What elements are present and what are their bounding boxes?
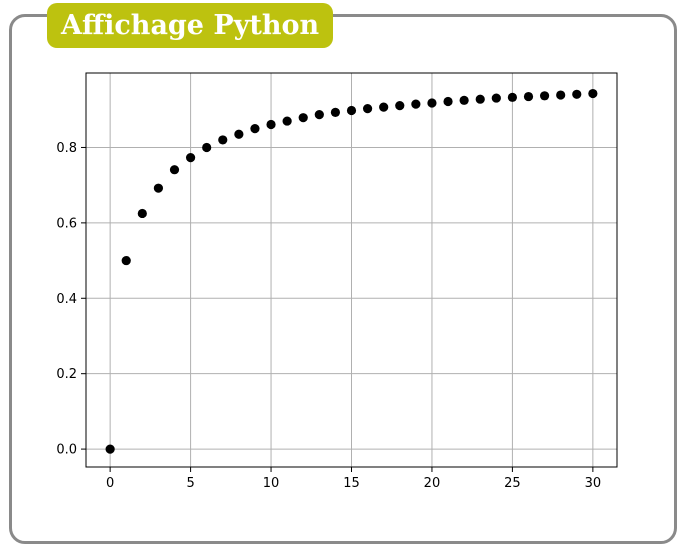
x-tick-label: 0 (106, 476, 114, 491)
x-tick-label: 10 (263, 476, 280, 491)
data-point (539, 91, 550, 101)
data-point (491, 93, 501, 103)
data-point (282, 116, 292, 126)
data-point (298, 113, 308, 123)
data-point (105, 444, 115, 454)
data-point (572, 89, 582, 99)
data-point (395, 101, 405, 111)
data-point (121, 255, 131, 266)
data-point (137, 208, 147, 219)
data-point (379, 102, 389, 112)
data-point (218, 135, 228, 145)
x-tick-label: 20 (424, 476, 441, 491)
data-point (234, 129, 244, 139)
y-tick-label: 0.8 (56, 141, 77, 156)
grid-lines (86, 73, 617, 467)
y-tick-label: 0.0 (56, 443, 77, 458)
data-point (459, 95, 469, 105)
data-points (105, 88, 598, 454)
data-point (556, 90, 566, 100)
x-tick-label: 15 (343, 476, 360, 491)
data-point (362, 104, 373, 114)
data-point (523, 91, 534, 102)
x-tick-label: 5 (186, 476, 194, 491)
data-point (443, 96, 453, 107)
y-tick-label: 0.4 (56, 292, 77, 307)
data-point (507, 92, 518, 102)
title-tab: Affichage Python (47, 3, 334, 48)
data-point (588, 88, 598, 99)
data-point (266, 119, 276, 130)
data-point (314, 110, 324, 120)
x-tick-label: 25 (504, 476, 521, 491)
content-frame: Affichage Python (9, 3, 677, 544)
data-point (427, 98, 437, 108)
scatter-chart: 0 5 10 15 20 25 30 0.0 0.2 0.4 0.6 0.8 (56, 72, 618, 491)
data-point (185, 153, 196, 163)
y-tick-label: 0.6 (56, 216, 77, 231)
data-point (330, 107, 341, 117)
data-point (250, 124, 260, 134)
page-title: Affichage Python (61, 10, 320, 41)
data-point (346, 105, 357, 116)
data-point (169, 165, 180, 175)
x-tick-label: 30 (585, 476, 602, 491)
y-tick-label: 0.2 (56, 367, 77, 382)
data-point (411, 99, 421, 109)
data-point (153, 183, 164, 193)
data-point (475, 94, 485, 104)
axis-ticks: 0 5 10 15 20 25 30 0.0 0.2 0.4 0.6 0.8 (56, 141, 601, 491)
data-point (202, 142, 212, 153)
